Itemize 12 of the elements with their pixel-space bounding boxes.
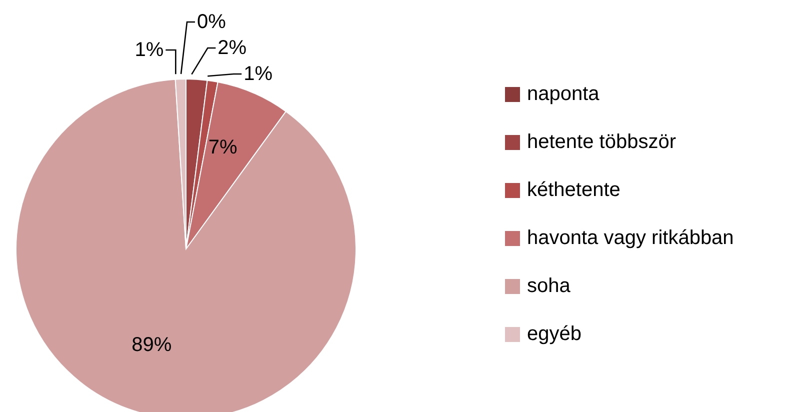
legend-label: havonta vagy ritkábban (527, 226, 734, 250)
data-label: 1% (244, 63, 273, 85)
data-label: 2% (218, 37, 247, 59)
data-label: 1% (134, 39, 164, 61)
legend-label: hetente többször (527, 130, 676, 154)
data-label: 7% (208, 136, 238, 158)
legend-label: kéthetente (527, 178, 620, 202)
legend-label: egyéb (527, 322, 582, 346)
legend-label: naponta (527, 82, 600, 106)
text: 0% (197, 11, 226, 33)
legend-label: soha (527, 274, 570, 298)
data-label: 89% (132, 334, 172, 356)
